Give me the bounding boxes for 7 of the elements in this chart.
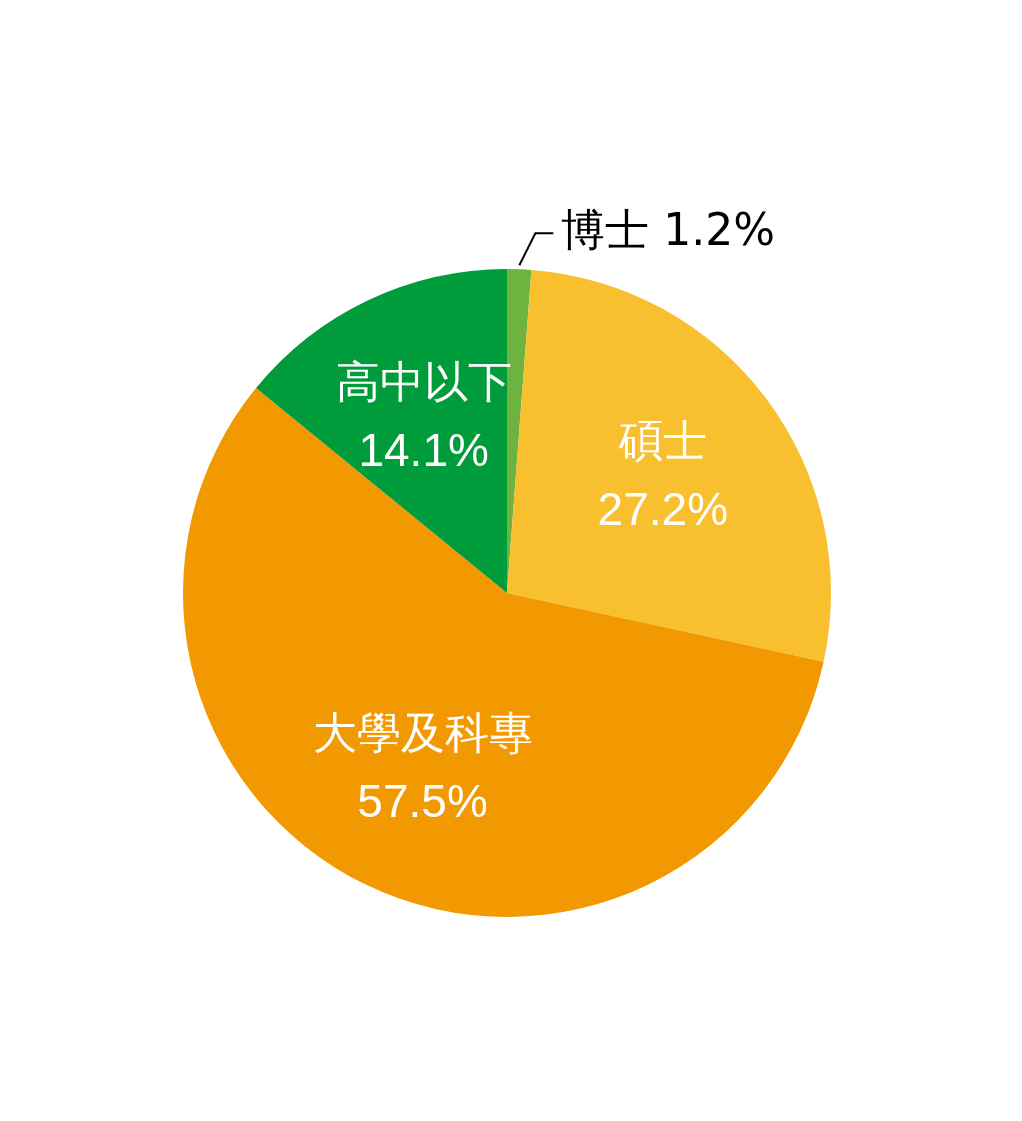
data-label: 57.5% bbox=[357, 774, 488, 827]
slice-label: 大學及科專 bbox=[312, 706, 533, 758]
data-label: 14.1% bbox=[358, 424, 489, 477]
slice-label: 碩士 bbox=[617, 415, 707, 467]
data-label: 27.2% bbox=[597, 483, 729, 536]
slice-label: 高中以下 bbox=[335, 355, 512, 407]
slice-label: 博士 1.2% bbox=[561, 203, 776, 255]
